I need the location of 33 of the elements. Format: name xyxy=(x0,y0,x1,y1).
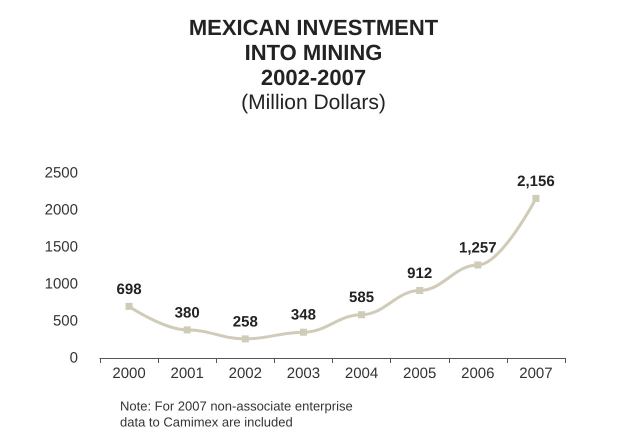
data-label: 348 xyxy=(290,306,316,324)
x-tick-label: 2007 xyxy=(519,365,553,382)
point xyxy=(300,328,307,336)
y-tick-label: 2000 xyxy=(44,202,78,218)
y-tick-label: 500 xyxy=(52,312,78,330)
chart-title: MEXICAN INVESTMENT INTO MINING 2002-2007 xyxy=(188,15,439,90)
y-tick-label: 2500 xyxy=(44,164,78,182)
data-label: 585 xyxy=(349,289,374,306)
point xyxy=(358,311,366,318)
text: Note: For 2007 non-associate enterprise data to Camimex are included xyxy=(120,398,353,430)
x-tick-label: 2002 xyxy=(228,365,262,382)
data-label: 1,257 xyxy=(459,239,497,256)
point xyxy=(416,287,424,294)
x-tick-label: 2004 xyxy=(344,365,378,382)
data-label: 698 xyxy=(116,280,142,298)
data-label: 2,156 xyxy=(517,172,555,190)
data-label: 258 xyxy=(232,313,258,330)
chart-subtitle: (Million Dollars) xyxy=(241,91,386,114)
x-tick-label: 2003 xyxy=(286,365,320,382)
point xyxy=(532,194,540,202)
point xyxy=(474,261,482,268)
y-tick-label: 0 xyxy=(70,350,78,366)
y-tick-label: 1000 xyxy=(44,276,78,292)
point xyxy=(126,302,133,310)
y-tick-label: 1500 xyxy=(44,238,78,256)
x-tick-label: 2006 xyxy=(461,365,494,382)
point xyxy=(184,326,191,334)
data-label: 380 xyxy=(174,304,200,322)
x-tick-label: 2005 xyxy=(403,365,436,382)
data-label: 912 xyxy=(407,265,432,282)
point xyxy=(242,335,249,342)
x-tick-label: 2000 xyxy=(112,365,146,382)
x-tick-label: 2001 xyxy=(170,365,204,382)
